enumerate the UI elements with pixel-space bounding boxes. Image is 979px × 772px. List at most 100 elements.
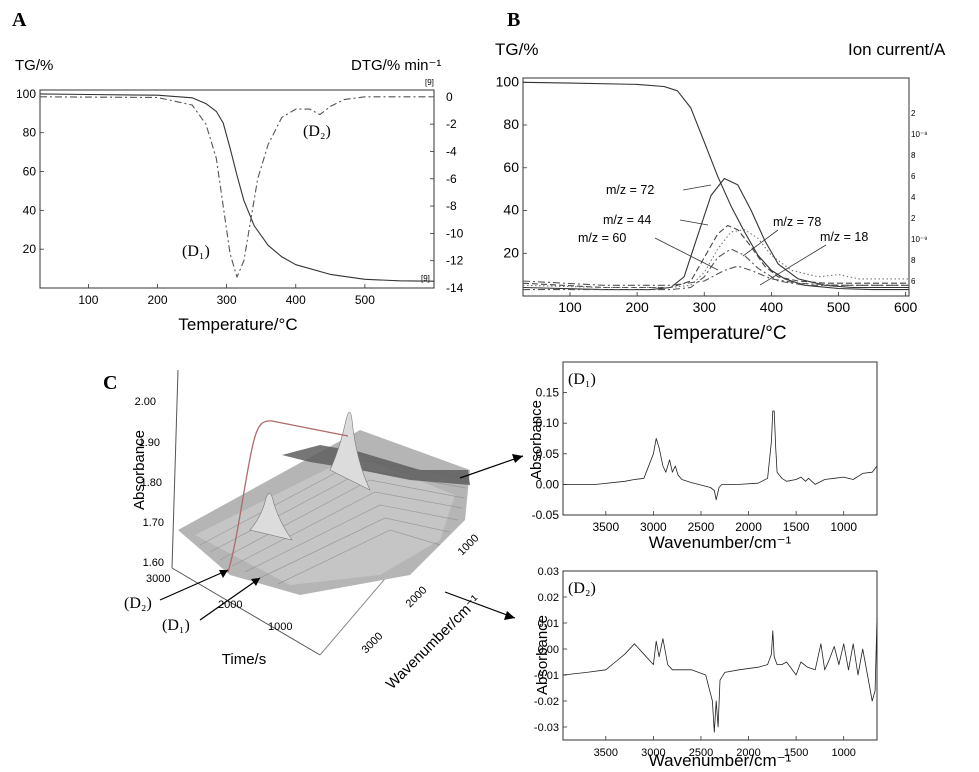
- mz-label-18: m/z = 18: [820, 230, 868, 244]
- panel-d2-plot-frame: [562, 570, 878, 741]
- y-tick-label: 0.03: [538, 566, 559, 578]
- x-tick-label: 1500: [783, 520, 810, 534]
- mz-leader-18: [759, 244, 827, 286]
- y-tick-label: 0.10: [536, 416, 560, 430]
- mz-leader-78: [742, 229, 779, 257]
- panel-c-z-axis-line: [171, 369, 179, 569]
- y-tick-label: 0.15: [536, 386, 560, 400]
- z-tick-label: 1.90: [139, 437, 160, 449]
- x-tick-label: 3000: [641, 747, 665, 759]
- y2-tick-label: -2: [446, 117, 457, 131]
- y-tick-label: 0.05: [536, 447, 560, 461]
- panel-d1-x-axis-title: Wavenumber/cm⁻¹: [649, 533, 792, 552]
- panel-a-right-bottom-mark: [9]: [421, 274, 430, 283]
- time-tick-label: 3000: [146, 573, 170, 585]
- panel-d1-spectrum: (D₁) Absorbance Wavenumber/cm⁻¹ 3500 3000…: [528, 361, 878, 552]
- y-tick-label: -0.02: [534, 696, 559, 708]
- y2-tick-label: 4: [911, 193, 916, 202]
- x-tick-label: 400: [286, 293, 306, 307]
- y2-tick-label: -10: [446, 226, 464, 240]
- x-tick-label: 100: [558, 299, 582, 315]
- x-tick-label: 500: [355, 293, 375, 307]
- wave-tick-label: 2000: [404, 584, 430, 610]
- y-tick-label: 0.02: [538, 592, 559, 604]
- y2-tick-label: -4: [446, 144, 457, 158]
- panel-b-annotations: m/z = 72 m/z = 44 m/z = 60 m/z = 78 m/z …: [578, 183, 868, 286]
- x-tick-label: 1000: [831, 747, 855, 759]
- panel-c-letter: C: [103, 372, 117, 394]
- panel-b-plot-frame: [522, 77, 910, 297]
- y-tick-label: 100: [16, 87, 36, 101]
- arrow-d2-to-surface: [159, 569, 229, 601]
- series-line-2: [522, 224, 909, 289]
- y2-tick-label: 10⁻⁸: [911, 130, 928, 139]
- y-tick-label: -0.01: [534, 670, 559, 682]
- arrow-to-spectrum-d1: [459, 455, 524, 479]
- x-tick-label: 200: [147, 293, 167, 307]
- x-tick-label: 3500: [594, 747, 618, 759]
- arrow-d1-to-surface: [199, 577, 261, 621]
- x-tick-label: 400: [760, 299, 784, 315]
- y-tick-label: 80: [503, 116, 519, 132]
- panel-a: A TG/% DTG/% min⁻¹ Temperature/°C [9] [9…: [12, 9, 464, 334]
- y-tick-label: 60: [23, 165, 37, 179]
- y2-tick-label: 10⁻⁹: [911, 235, 928, 244]
- panel-b: B TG/% Ion current/A Temperature/°C 100 2…: [495, 9, 946, 344]
- panel-c-label-d1: (D₁): [162, 617, 190, 634]
- panel-a-letter: A: [12, 9, 27, 31]
- time-tick-label: 2000: [218, 599, 242, 611]
- y-tick-label: 20: [23, 242, 37, 256]
- panel-a-left-axis-title: TG/%: [15, 57, 53, 74]
- x-tick-label: 3000: [640, 520, 667, 534]
- mz-label-44: m/z = 44: [603, 213, 651, 227]
- y-tick-label: 80: [23, 126, 37, 140]
- series-line-1: [522, 177, 909, 291]
- y2-tick-label: -14: [446, 281, 464, 295]
- mz-label-78: m/z = 78: [773, 215, 821, 229]
- panel-d2-y-axis-title: Absorbance: [534, 615, 551, 695]
- x-tick-label: 500: [827, 299, 851, 315]
- arrow-to-spectrum-d2: [444, 591, 516, 619]
- x-tick-label: 100: [78, 293, 98, 307]
- mz-leader-72: [682, 184, 712, 191]
- series-line-0: [563, 410, 878, 501]
- panel-b-right-axis-title: Ion current/A: [848, 40, 946, 59]
- panel-d2-tag: (D₂): [568, 580, 596, 597]
- panel-b-letter: B: [507, 9, 520, 31]
- x-tick-label: 3500: [592, 520, 619, 534]
- panel-c-label-d2: (D₂): [124, 595, 152, 612]
- y2-tick-label: 2: [911, 109, 916, 118]
- x-tick-label: 600: [894, 299, 918, 315]
- wave-tick-label: 1000: [456, 532, 482, 558]
- y2-tick-label: 8: [911, 256, 916, 265]
- x-tick-label: 1000: [830, 520, 857, 534]
- x-tick-label: 1500: [784, 747, 808, 759]
- y-tick-label: 0.01: [538, 618, 559, 630]
- panel-d1-plot-frame: [562, 361, 878, 516]
- z-tick-label: 1.60: [143, 557, 164, 569]
- panel-c-z-axis-title: Absorbance: [131, 430, 148, 510]
- arrowhead: [504, 611, 515, 620]
- panel-b-left-axis-title: TG/%: [495, 40, 538, 59]
- y-tick-label: -0.05: [532, 508, 560, 522]
- panel-c-time-axis-line: [171, 567, 321, 656]
- panel-d2-x-axis-title: Wavenumber/cm⁻¹: [649, 751, 792, 770]
- series-line-5: [522, 265, 909, 286]
- y2-tick-label: -6: [446, 172, 457, 186]
- x-tick-label: 300: [693, 299, 717, 315]
- time-tick-label: 1000: [268, 621, 292, 633]
- y-tick-label: 0.00: [536, 477, 560, 491]
- ftir-3d-surface: [178, 411, 470, 595]
- panel-d1-tag: (D₁): [568, 371, 596, 388]
- y2-tick-label: 2: [911, 214, 916, 223]
- panel-b-x-axis-title: Temperature/°C: [653, 323, 786, 344]
- series-line-3: [522, 229, 909, 289]
- panel-a-right-top-mark: [9]: [425, 78, 434, 87]
- arrowhead: [512, 454, 523, 463]
- arrowhead: [219, 570, 228, 578]
- mz-label-72: m/z = 72: [606, 183, 654, 197]
- panel-a-x-axis-title: Temperature/°C: [178, 315, 297, 334]
- tg-projection-curve: [227, 420, 349, 573]
- series-line-0: [562, 617, 878, 733]
